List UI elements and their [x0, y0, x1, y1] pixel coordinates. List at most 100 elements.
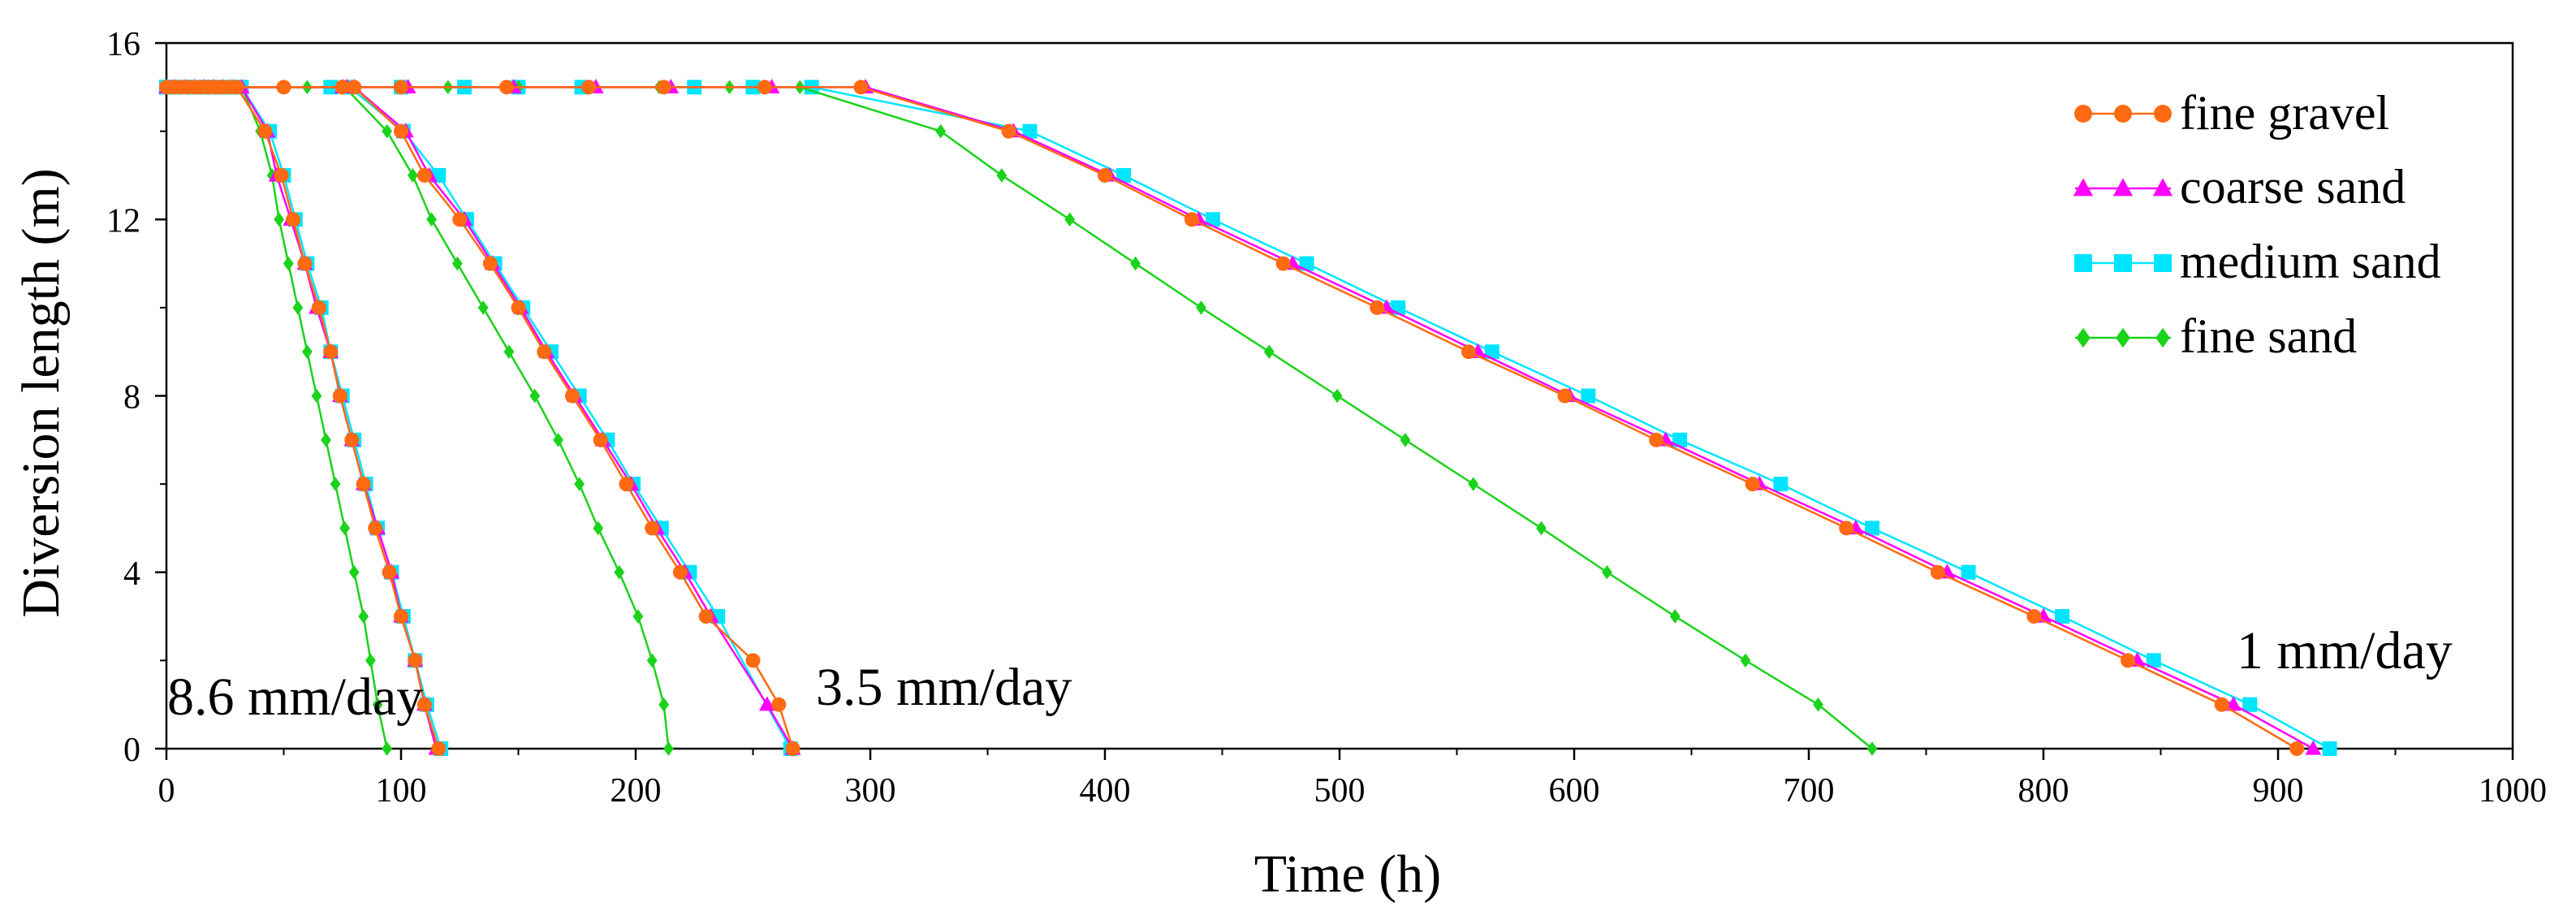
series-group	[158, 78, 2337, 756]
data-point	[1022, 123, 1038, 139]
data-point	[2322, 741, 2337, 756]
series-fine-gravel-8-6-mm-day	[159, 80, 447, 756]
data-point	[1116, 167, 1132, 183]
data-point	[1740, 653, 1751, 668]
data-point	[593, 432, 608, 447]
data-point	[297, 256, 313, 271]
series-fine-gravel-3-5-mm-day	[159, 80, 800, 756]
data-point	[1536, 520, 1547, 536]
y-tick-label-12: 12	[106, 202, 140, 240]
data-point	[1461, 344, 1476, 360]
data-point	[330, 477, 341, 491]
data-point	[1484, 344, 1499, 360]
data-point	[745, 653, 761, 668]
data-point	[1299, 256, 1314, 271]
data-point	[1468, 477, 1479, 491]
data-point	[274, 167, 289, 183]
data-point	[452, 212, 468, 227]
x-tick-label-100: 100	[376, 772, 427, 810]
data-point	[1064, 212, 1076, 227]
data-point	[645, 520, 660, 536]
data-point	[1745, 477, 1760, 492]
data-point	[996, 168, 1008, 183]
data-point	[1961, 564, 1976, 580]
data-point	[394, 123, 408, 139]
annotation-1: 1 mm/day	[2237, 621, 2453, 680]
data-point	[408, 168, 418, 183]
legend-swatch-fine-gravel	[2074, 105, 2172, 123]
legend-swatch-coarse-sand	[2073, 178, 2173, 197]
series-line	[166, 86, 2314, 750]
x-tick-label-800: 800	[2018, 772, 2069, 810]
series-coarse-sand-1-mm-day	[158, 78, 2322, 755]
data-point	[935, 123, 947, 139]
data-point	[529, 388, 541, 404]
series-line	[166, 86, 442, 749]
data-point	[2026, 609, 2042, 624]
legend-marker	[2112, 178, 2134, 197]
data-point	[394, 80, 408, 95]
data-point	[656, 80, 671, 95]
data-point	[499, 80, 515, 95]
data-point	[482, 256, 498, 271]
data-point	[1649, 432, 1664, 447]
data-point	[1865, 520, 1880, 536]
data-point	[2305, 740, 2322, 755]
data-point	[593, 520, 604, 536]
data-point	[564, 388, 580, 404]
x-axis-title: Time (h)	[1254, 844, 1441, 904]
data-point	[1370, 300, 1385, 315]
data-point	[394, 609, 408, 624]
y-tick-label-4: 4	[123, 555, 140, 593]
data-point	[698, 609, 714, 624]
data-point	[1400, 433, 1411, 447]
data-point	[1581, 388, 1596, 404]
series-fine-sand-3-5-mm-day	[161, 80, 674, 756]
x-tick-label-600: 600	[1549, 772, 1600, 810]
data-point	[614, 564, 625, 580]
data-point	[451, 256, 463, 271]
data-point	[1184, 212, 1199, 227]
y-tick-label-16: 16	[106, 26, 140, 63]
data-point	[1669, 609, 1681, 624]
data-point	[646, 653, 658, 668]
data-point	[382, 741, 393, 756]
legend-marker	[2155, 327, 2170, 348]
series-line	[166, 86, 2331, 750]
data-point	[785, 741, 800, 756]
series-line	[166, 86, 388, 749]
y-tick-label-8: 8	[123, 379, 140, 417]
x-tick-label-1000: 1000	[2479, 772, 2547, 810]
data-point	[416, 167, 432, 183]
data-point	[1672, 432, 1688, 447]
x-tick-label-700: 700	[1784, 772, 1835, 810]
data-point	[2214, 697, 2229, 712]
annotation-3-5: 3.5 mm/day	[816, 658, 1072, 717]
ticks-group: 0 100 200 300 400 500 600 700 800 900 1000 0 4 8 12 16	[106, 26, 2547, 810]
legend-marker	[2073, 178, 2094, 197]
data-point	[323, 344, 339, 360]
data-point	[311, 300, 326, 315]
y-tick-label-0: 0	[123, 732, 140, 769]
series-line	[166, 86, 670, 749]
data-point	[672, 564, 688, 580]
data-point	[1205, 212, 1220, 227]
data-point	[1130, 256, 1141, 271]
data-point	[368, 520, 383, 536]
legend-marker	[2076, 327, 2091, 348]
series-line	[166, 86, 794, 749]
legend-marker	[2074, 105, 2092, 123]
data-point	[1557, 388, 1573, 404]
data-point	[426, 212, 437, 227]
series-coarse-sand-8-6-mm-day	[158, 78, 445, 755]
data-point	[302, 344, 313, 359]
data-point	[771, 697, 787, 712]
legend-marker	[2154, 254, 2172, 272]
legend-marker	[2074, 254, 2092, 272]
data-point	[1196, 300, 1206, 315]
legend-marker	[2114, 105, 2132, 123]
legend-swatch-medium-sand	[2074, 254, 2172, 272]
data-point	[757, 80, 772, 95]
series-line	[166, 86, 2298, 750]
